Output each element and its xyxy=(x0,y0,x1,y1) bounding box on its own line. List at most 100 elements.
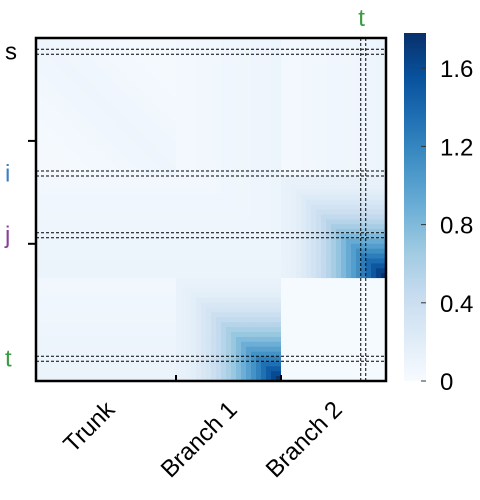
heatmap-cell xyxy=(291,116,297,122)
heatmap-cell xyxy=(76,307,82,313)
heatmap-cell xyxy=(151,170,157,176)
heatmap-cell xyxy=(226,258,232,264)
heatmap-cell xyxy=(196,72,202,78)
heatmap-cell xyxy=(301,150,307,157)
heatmap-cell xyxy=(161,131,167,137)
heatmap-cell xyxy=(181,204,187,211)
heatmap-cell xyxy=(226,253,232,260)
heatmap-cell xyxy=(121,87,127,93)
heatmap-cell xyxy=(291,175,297,181)
heatmap-cell xyxy=(351,312,357,318)
heatmap-cell xyxy=(111,106,117,113)
heatmap-cell xyxy=(276,106,282,113)
heatmap-cell xyxy=(76,111,82,117)
heatmap-cell xyxy=(191,77,197,83)
heatmap-cell xyxy=(256,87,262,93)
heatmap-cell xyxy=(291,77,297,83)
heatmap-cell xyxy=(341,238,347,245)
heatmap-cell xyxy=(366,204,372,211)
heatmap-cell xyxy=(156,185,162,191)
heatmap-cell xyxy=(171,336,177,343)
heatmap-cell xyxy=(141,96,147,103)
heatmap-cell xyxy=(366,87,372,93)
heatmap-cell xyxy=(186,126,192,132)
heatmap-cell xyxy=(171,243,177,250)
heatmap-cell xyxy=(301,126,307,132)
heatmap-cell xyxy=(71,38,77,44)
heatmap-cell xyxy=(231,346,237,353)
heatmap-cell xyxy=(271,214,277,220)
heatmap-cell xyxy=(336,96,342,103)
heatmap-cell xyxy=(296,302,302,309)
heatmap-cell xyxy=(301,258,307,264)
heatmap-cell xyxy=(246,140,252,147)
heatmap-cell xyxy=(96,155,102,162)
heatmap-cell xyxy=(121,42,127,49)
heatmap-cell xyxy=(81,47,87,54)
heatmap-cell xyxy=(291,131,297,137)
heatmap-cell xyxy=(231,165,237,171)
heatmap-cell xyxy=(381,62,387,68)
heatmap-cell xyxy=(216,229,222,235)
heatmap-cell xyxy=(96,346,102,353)
heatmap-cell xyxy=(176,204,182,211)
heatmap-cell xyxy=(321,145,327,152)
heatmap-cell xyxy=(206,258,212,264)
heatmap-cell xyxy=(216,47,222,54)
heatmap-cell xyxy=(341,278,347,284)
heatmap-cell xyxy=(216,111,222,117)
heatmap-cell xyxy=(41,268,47,274)
heatmap-cell xyxy=(96,238,102,245)
heatmap-cell xyxy=(151,57,157,64)
heatmap-cell xyxy=(281,292,287,299)
heatmap-cell xyxy=(336,106,342,113)
heatmap-cell xyxy=(81,185,87,191)
heatmap-cell xyxy=(161,194,167,201)
heatmap-cell xyxy=(246,199,252,206)
heatmap-cell xyxy=(331,111,337,117)
heatmap-cell xyxy=(66,341,72,348)
heatmap-cell xyxy=(201,263,207,269)
heatmap-cell xyxy=(221,189,227,196)
heatmap-cell xyxy=(186,302,192,309)
heatmap-cell xyxy=(126,136,132,142)
heatmap-cell xyxy=(66,336,72,343)
heatmap-cell xyxy=(81,224,87,230)
heatmap-cell xyxy=(176,121,182,127)
heatmap-cell xyxy=(301,278,307,284)
heatmap-cell xyxy=(271,165,277,171)
heatmap-cell xyxy=(116,145,122,152)
heatmap-cell xyxy=(311,116,317,122)
heatmap-cell xyxy=(86,297,92,304)
heatmap-cell xyxy=(306,199,312,206)
heatmap-cell xyxy=(346,194,352,201)
heatmap-cell xyxy=(156,165,162,171)
heatmap-cell xyxy=(381,346,387,353)
heatmap-cell xyxy=(166,47,172,54)
heatmap-cell xyxy=(141,224,147,230)
heatmap-cell xyxy=(191,297,197,304)
heatmap-cell xyxy=(176,287,182,294)
heatmap-cell xyxy=(166,165,172,171)
heatmap-cell xyxy=(376,38,382,44)
heatmap-cell xyxy=(156,268,162,274)
heatmap-cell xyxy=(251,96,257,103)
heatmap-cell xyxy=(91,106,97,113)
heatmap-cell xyxy=(251,278,257,284)
heatmap-cell xyxy=(166,126,172,132)
heatmap-cell xyxy=(311,317,317,323)
heatmap-cell xyxy=(166,258,172,264)
heatmap-cell xyxy=(126,258,132,264)
heatmap-cell xyxy=(301,327,307,333)
heatmap-cell xyxy=(236,57,242,64)
heatmap-cell xyxy=(136,170,142,176)
heatmap-cell xyxy=(241,253,247,260)
heatmap-cell xyxy=(301,91,307,98)
heatmap-cell xyxy=(111,96,117,103)
heatmap-cell xyxy=(91,155,97,162)
heatmap-cell xyxy=(276,366,282,372)
heatmap-cell xyxy=(291,361,297,367)
heatmap-cell xyxy=(301,238,307,245)
heatmap-cell xyxy=(366,312,372,318)
heatmap-cell xyxy=(261,189,267,196)
